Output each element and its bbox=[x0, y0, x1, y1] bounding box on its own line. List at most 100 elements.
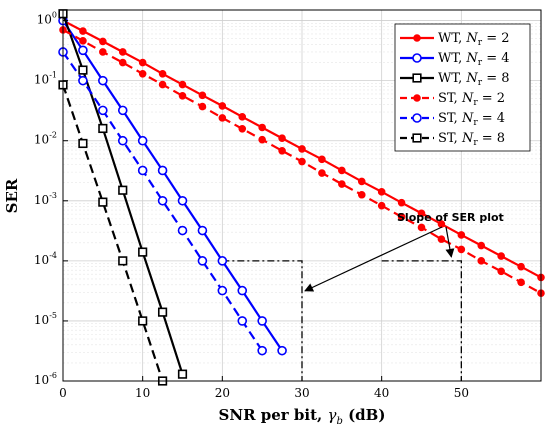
data-point bbox=[238, 124, 247, 133]
legend: WT, Nr = 2 WT, Nr = 4 WT, Nr = 8 ST, Nr = 2… bbox=[394, 23, 531, 152]
series-wt-nr-2 bbox=[59, 16, 545, 282]
legend-item: ST, Nr = 8 bbox=[400, 131, 505, 148]
data-point bbox=[197, 256, 208, 266]
data-point bbox=[138, 70, 147, 78]
data-point bbox=[197, 225, 208, 236]
data-point bbox=[158, 80, 167, 89]
x-axis-label: SNR per bit, γb (dB) bbox=[219, 406, 386, 427]
data-point bbox=[117, 105, 128, 116]
series-line bbox=[61, 84, 164, 382]
data-point bbox=[118, 256, 128, 266]
slope-triangle bbox=[222, 260, 303, 381]
legend-label: ST, Nr = 4 bbox=[438, 111, 505, 128]
data-point bbox=[437, 235, 446, 243]
data-point bbox=[357, 177, 366, 186]
x-tick-label: 40 bbox=[374, 386, 389, 400]
data-point bbox=[517, 262, 525, 271]
data-point bbox=[257, 316, 267, 326]
legend-item: ST, Nr = 2 bbox=[400, 91, 505, 108]
data-point bbox=[118, 58, 127, 67]
annotation-text: Slope of SER plot bbox=[397, 211, 504, 224]
data-point bbox=[78, 45, 88, 56]
data-point bbox=[158, 70, 167, 78]
data-point bbox=[377, 201, 386, 210]
data-point bbox=[78, 65, 88, 75]
data-point bbox=[318, 155, 326, 164]
data-point bbox=[118, 185, 128, 195]
data-point bbox=[137, 165, 148, 176]
data-point bbox=[477, 241, 486, 250]
legend-item: WT, Nr = 4 bbox=[400, 51, 510, 68]
legend-label: ST, Nr = 8 bbox=[438, 131, 505, 148]
data-point bbox=[98, 197, 108, 207]
data-point bbox=[298, 157, 306, 166]
annotation-arrow bbox=[445, 226, 455, 258]
y-tick-label: 10-5 bbox=[34, 311, 57, 327]
data-point bbox=[217, 256, 228, 266]
legend-item: WT, Nr = 8 bbox=[400, 71, 510, 88]
data-point bbox=[258, 135, 266, 144]
data-point bbox=[238, 113, 247, 121]
data-point bbox=[177, 195, 188, 206]
legend-marker bbox=[413, 34, 421, 42]
data-point bbox=[338, 166, 346, 175]
data-point bbox=[338, 180, 346, 188]
data-point bbox=[138, 316, 148, 326]
annotation-arrow bbox=[304, 226, 443, 292]
data-point bbox=[99, 48, 107, 56]
x-tick-label: 0 bbox=[59, 386, 67, 400]
x-tick-label: 30 bbox=[294, 386, 309, 400]
y-tick-label: 10-6 bbox=[34, 371, 57, 387]
legend-label: ST, Nr = 2 bbox=[438, 91, 505, 108]
data-point bbox=[78, 75, 88, 86]
x-tick-label: 20 bbox=[215, 386, 230, 400]
y-tick-label: 100 bbox=[37, 11, 57, 27]
data-point bbox=[217, 285, 228, 296]
data-point bbox=[457, 231, 466, 239]
data-point bbox=[477, 257, 486, 265]
data-point bbox=[397, 213, 406, 221]
legend-item: ST, Nr = 4 bbox=[400, 111, 505, 128]
data-point bbox=[99, 37, 107, 46]
y-tick-label: 10-2 bbox=[34, 131, 57, 147]
data-point bbox=[177, 225, 188, 236]
data-point bbox=[157, 307, 168, 317]
legend-box bbox=[394, 23, 531, 152]
data-point bbox=[78, 138, 88, 149]
series-lines bbox=[58, 9, 545, 386]
data-point bbox=[137, 135, 148, 146]
legend-label: WT, Nr = 4 bbox=[438, 51, 510, 68]
data-point bbox=[157, 195, 168, 206]
series-st-nr-2 bbox=[59, 26, 545, 297]
data-point bbox=[178, 80, 187, 89]
data-point bbox=[377, 188, 386, 196]
data-point bbox=[98, 123, 108, 134]
data-point bbox=[118, 48, 127, 56]
legend-marker bbox=[412, 133, 422, 143]
data-point bbox=[117, 135, 128, 146]
data-point bbox=[497, 267, 505, 276]
slope-triangle bbox=[381, 260, 462, 381]
data-point bbox=[457, 245, 466, 254]
axis-ticks: 0 10 20 30 40 50 100 10-1 10-2 10-3 10-4 10-5 10-6 bbox=[34, 11, 469, 400]
y-tick-label: 10-1 bbox=[34, 71, 57, 87]
data-point bbox=[178, 91, 187, 100]
data-point bbox=[237, 316, 248, 326]
legend-item: WT, Nr = 2 bbox=[400, 31, 510, 48]
data-point bbox=[218, 114, 227, 122]
legend-marker bbox=[412, 73, 422, 83]
legend-marker bbox=[412, 113, 422, 123]
data-point bbox=[258, 123, 266, 132]
x-tick-label: 10 bbox=[135, 386, 150, 400]
data-point bbox=[98, 105, 108, 116]
data-point bbox=[397, 198, 406, 207]
y-axis-label: SER bbox=[3, 178, 21, 213]
data-point bbox=[79, 37, 87, 45]
x-tick-label: 50 bbox=[454, 386, 469, 400]
data-point bbox=[417, 209, 426, 218]
data-point bbox=[257, 345, 267, 356]
data-point bbox=[98, 75, 108, 86]
series-wt-nr-8 bbox=[58, 9, 188, 379]
series-line bbox=[62, 51, 264, 352]
